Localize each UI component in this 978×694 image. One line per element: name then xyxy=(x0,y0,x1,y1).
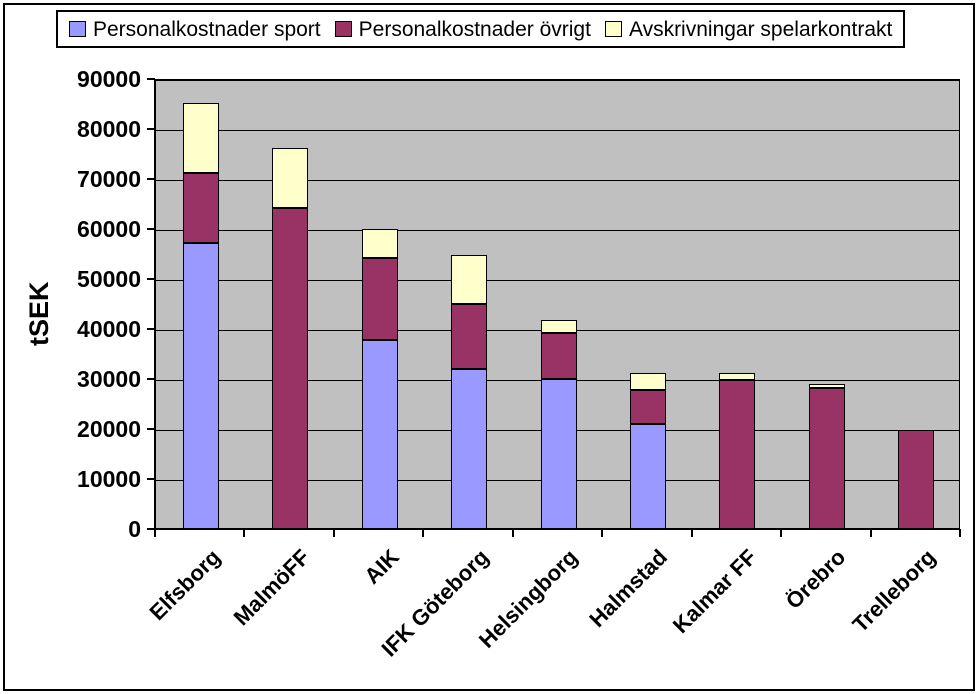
legend-swatch-1 xyxy=(69,21,86,37)
legend: Personalkostnader sport Personalkostnader… xyxy=(56,10,906,48)
bar-segment-malmöff-series3 xyxy=(272,147,309,208)
y-tick-90000 xyxy=(147,78,155,80)
y-tick-60000 xyxy=(147,228,155,230)
bar-segment-örebro-series3 xyxy=(808,384,845,388)
legend-swatch-3 xyxy=(604,21,622,37)
bar-segment-malmöff-series2 xyxy=(272,207,309,530)
x-tick-7 xyxy=(780,529,783,537)
y-tick-label-70000: 70000 xyxy=(77,166,141,192)
bar-segment-helsingborg-series1 xyxy=(540,379,577,530)
y-tick-20000 xyxy=(147,428,155,430)
bar-segment-ifk-göteborg-series3 xyxy=(451,255,488,304)
bar-segment-halmstad-series3 xyxy=(629,372,666,390)
y-tick-80000 xyxy=(147,128,155,130)
y-tick-label-0: 0 xyxy=(128,516,141,542)
legend-label-2: Personalkostnader övrigt xyxy=(358,17,591,41)
legend-label-1: Personalkostnader sport xyxy=(93,17,321,41)
y-tick-0 xyxy=(147,528,155,530)
x-tick-9 xyxy=(959,529,961,537)
bar-segment-halmstad-series2 xyxy=(629,390,666,424)
x-tick-4 xyxy=(511,529,514,537)
x-tick-1 xyxy=(243,529,246,537)
bar-segment-elfsborg-series1 xyxy=(182,242,219,530)
legend-label-3: Avskrivningar spelarkontrakt xyxy=(628,17,893,41)
bar-segment-helsingborg-series2 xyxy=(540,332,577,379)
gridline-80000 xyxy=(156,130,959,131)
legend-item-3: Avskrivningar spelarkontrakt xyxy=(604,17,893,41)
legend-item-2: Personalkostnader övrigt xyxy=(334,17,591,41)
legend-item-1: Personalkostnader sport xyxy=(69,19,321,40)
bar-segment-aik-series2 xyxy=(361,257,398,340)
bar-segment-ifk-göteborg-series1 xyxy=(451,368,488,530)
legend-swatch-2 xyxy=(334,21,352,37)
x-tick-5 xyxy=(601,529,604,537)
y-tick-label-20000: 20000 xyxy=(77,416,141,442)
bar-segment-helsingborg-series3 xyxy=(540,320,577,333)
x-tick-2 xyxy=(332,529,335,537)
y-axis-line xyxy=(154,79,156,529)
plot-area xyxy=(155,79,960,530)
bar-segment-aik-series1 xyxy=(361,340,398,530)
y-tick-70000 xyxy=(147,178,155,180)
y-tick-label-50000: 50000 xyxy=(77,266,141,292)
gridline-60000 xyxy=(156,230,959,231)
bar-segment-ifk-göteborg-series2 xyxy=(451,304,488,369)
gridline-90000 xyxy=(156,80,959,81)
bar-segment-elfsborg-series2 xyxy=(182,172,219,243)
y-tick-label-30000: 30000 xyxy=(77,366,141,392)
bar-segment-kalmar-ff-series2 xyxy=(719,380,756,530)
y-tick-30000 xyxy=(147,378,155,380)
bar-segment-kalmar-ff-series3 xyxy=(719,372,756,380)
x-tick-0 xyxy=(154,529,156,537)
y-tick-50000 xyxy=(147,278,155,280)
y-tick-label-10000: 10000 xyxy=(77,466,141,492)
bar-segment-halmstad-series1 xyxy=(629,423,666,530)
figure-border xyxy=(3,3,975,691)
y-tick-label-40000: 40000 xyxy=(77,316,141,342)
y-tick-label-60000: 60000 xyxy=(77,216,141,242)
bar-segment-trelleborg-series2 xyxy=(898,430,935,530)
y-tick-40000 xyxy=(147,328,155,330)
y-tick-label-90000: 90000 xyxy=(77,66,141,92)
y-tick-10000 xyxy=(147,478,155,480)
y-tick-label-80000: 80000 xyxy=(77,116,141,142)
bar-segment-elfsborg-series3 xyxy=(182,102,219,173)
x-tick-8 xyxy=(869,529,872,537)
x-tick-6 xyxy=(690,529,693,537)
x-axis-line xyxy=(155,528,960,530)
bar-segment-aik-series3 xyxy=(361,228,398,258)
gridline-70000 xyxy=(156,180,959,181)
gridline-50000 xyxy=(156,280,959,281)
x-tick-3 xyxy=(422,529,425,537)
bar-segment-örebro-series2 xyxy=(808,387,845,530)
